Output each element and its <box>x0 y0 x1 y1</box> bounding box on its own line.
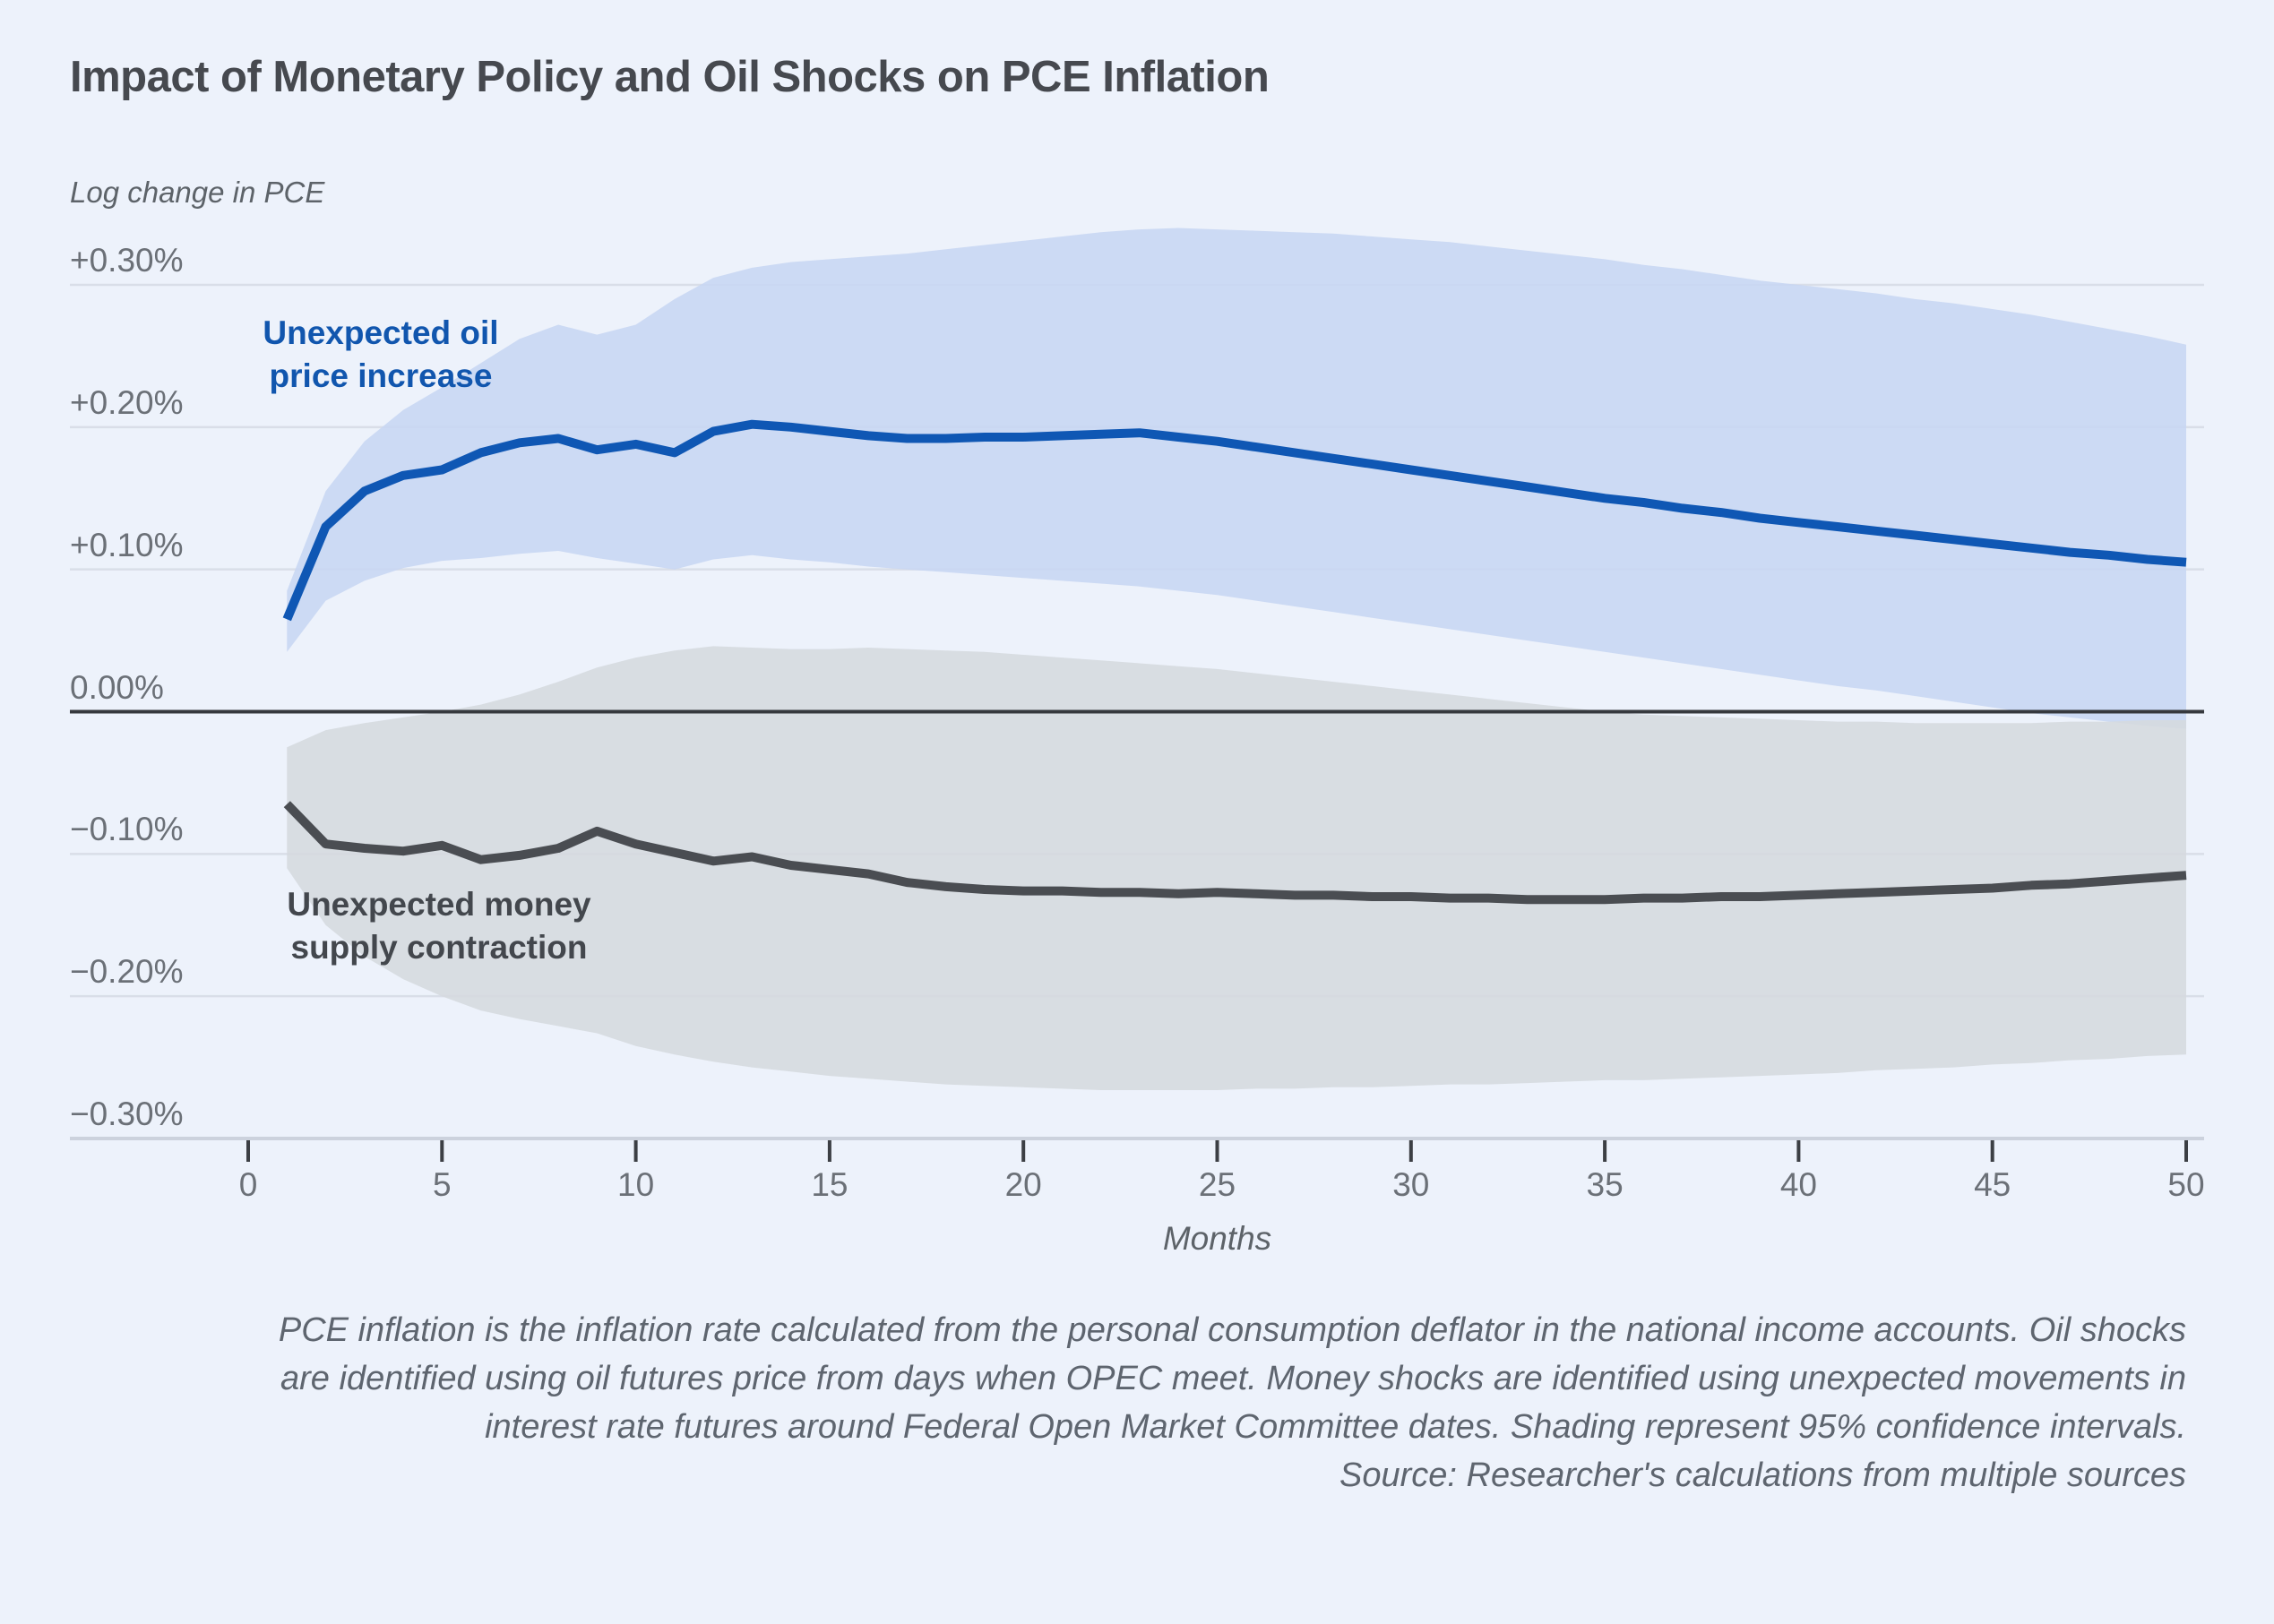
x-tick-label: 20 <box>1004 1166 1042 1203</box>
x-axis-title: Months <box>1162 1220 1272 1257</box>
y-tick-label: −0.20% <box>70 953 184 991</box>
caption-line: interest rate futures around Federal Ope… <box>485 1408 2186 1446</box>
x-tick-label: 45 <box>1974 1166 2011 1203</box>
x-tick-label: 25 <box>1198 1166 1236 1203</box>
y-tick-label: 0.00% <box>70 668 164 706</box>
figure-caption: PCE inflation is the inflation rate calc… <box>72 1306 2186 1499</box>
oil-series-label: Unexpected oil price increase <box>263 314 499 394</box>
x-tick-label: 5 <box>433 1166 452 1203</box>
x-tick-label: 0 <box>238 1166 258 1203</box>
money-series-label: Unexpected money supply contraction <box>287 886 591 966</box>
y-tick-label: +0.20% <box>70 383 184 421</box>
y-tick-label: +0.30% <box>70 242 184 279</box>
y-tick-label: +0.10% <box>70 526 184 563</box>
oil-response-line <box>282 419 2187 622</box>
x-tick-label: 30 <box>1392 1166 1430 1203</box>
y-axis-units-label: Log change in PCE <box>70 176 325 209</box>
x-tick-label: 40 <box>1779 1166 1817 1203</box>
money-response-line <box>283 801 2187 905</box>
caption-line: Source: Researcher's calculations from m… <box>1339 1456 2186 1494</box>
x-tick-label: 50 <box>2167 1166 2205 1203</box>
y-tick-label: −0.30% <box>70 1096 184 1132</box>
caption-line: PCE inflation is the inflation rate calc… <box>278 1311 2186 1349</box>
caption-line: are identified using oil futures price f… <box>280 1360 2186 1397</box>
oil-confidence-band <box>287 228 2186 729</box>
x-tick-label: 10 <box>617 1166 655 1203</box>
chart-title: Impact of Monetary Policy and Oil Shocks… <box>70 53 1270 101</box>
x-tick-label: 15 <box>811 1166 848 1203</box>
y-tick-label: −0.10% <box>70 811 184 848</box>
x-tick-label: 35 <box>1586 1166 1624 1203</box>
money-confidence-band <box>287 646 2186 1090</box>
